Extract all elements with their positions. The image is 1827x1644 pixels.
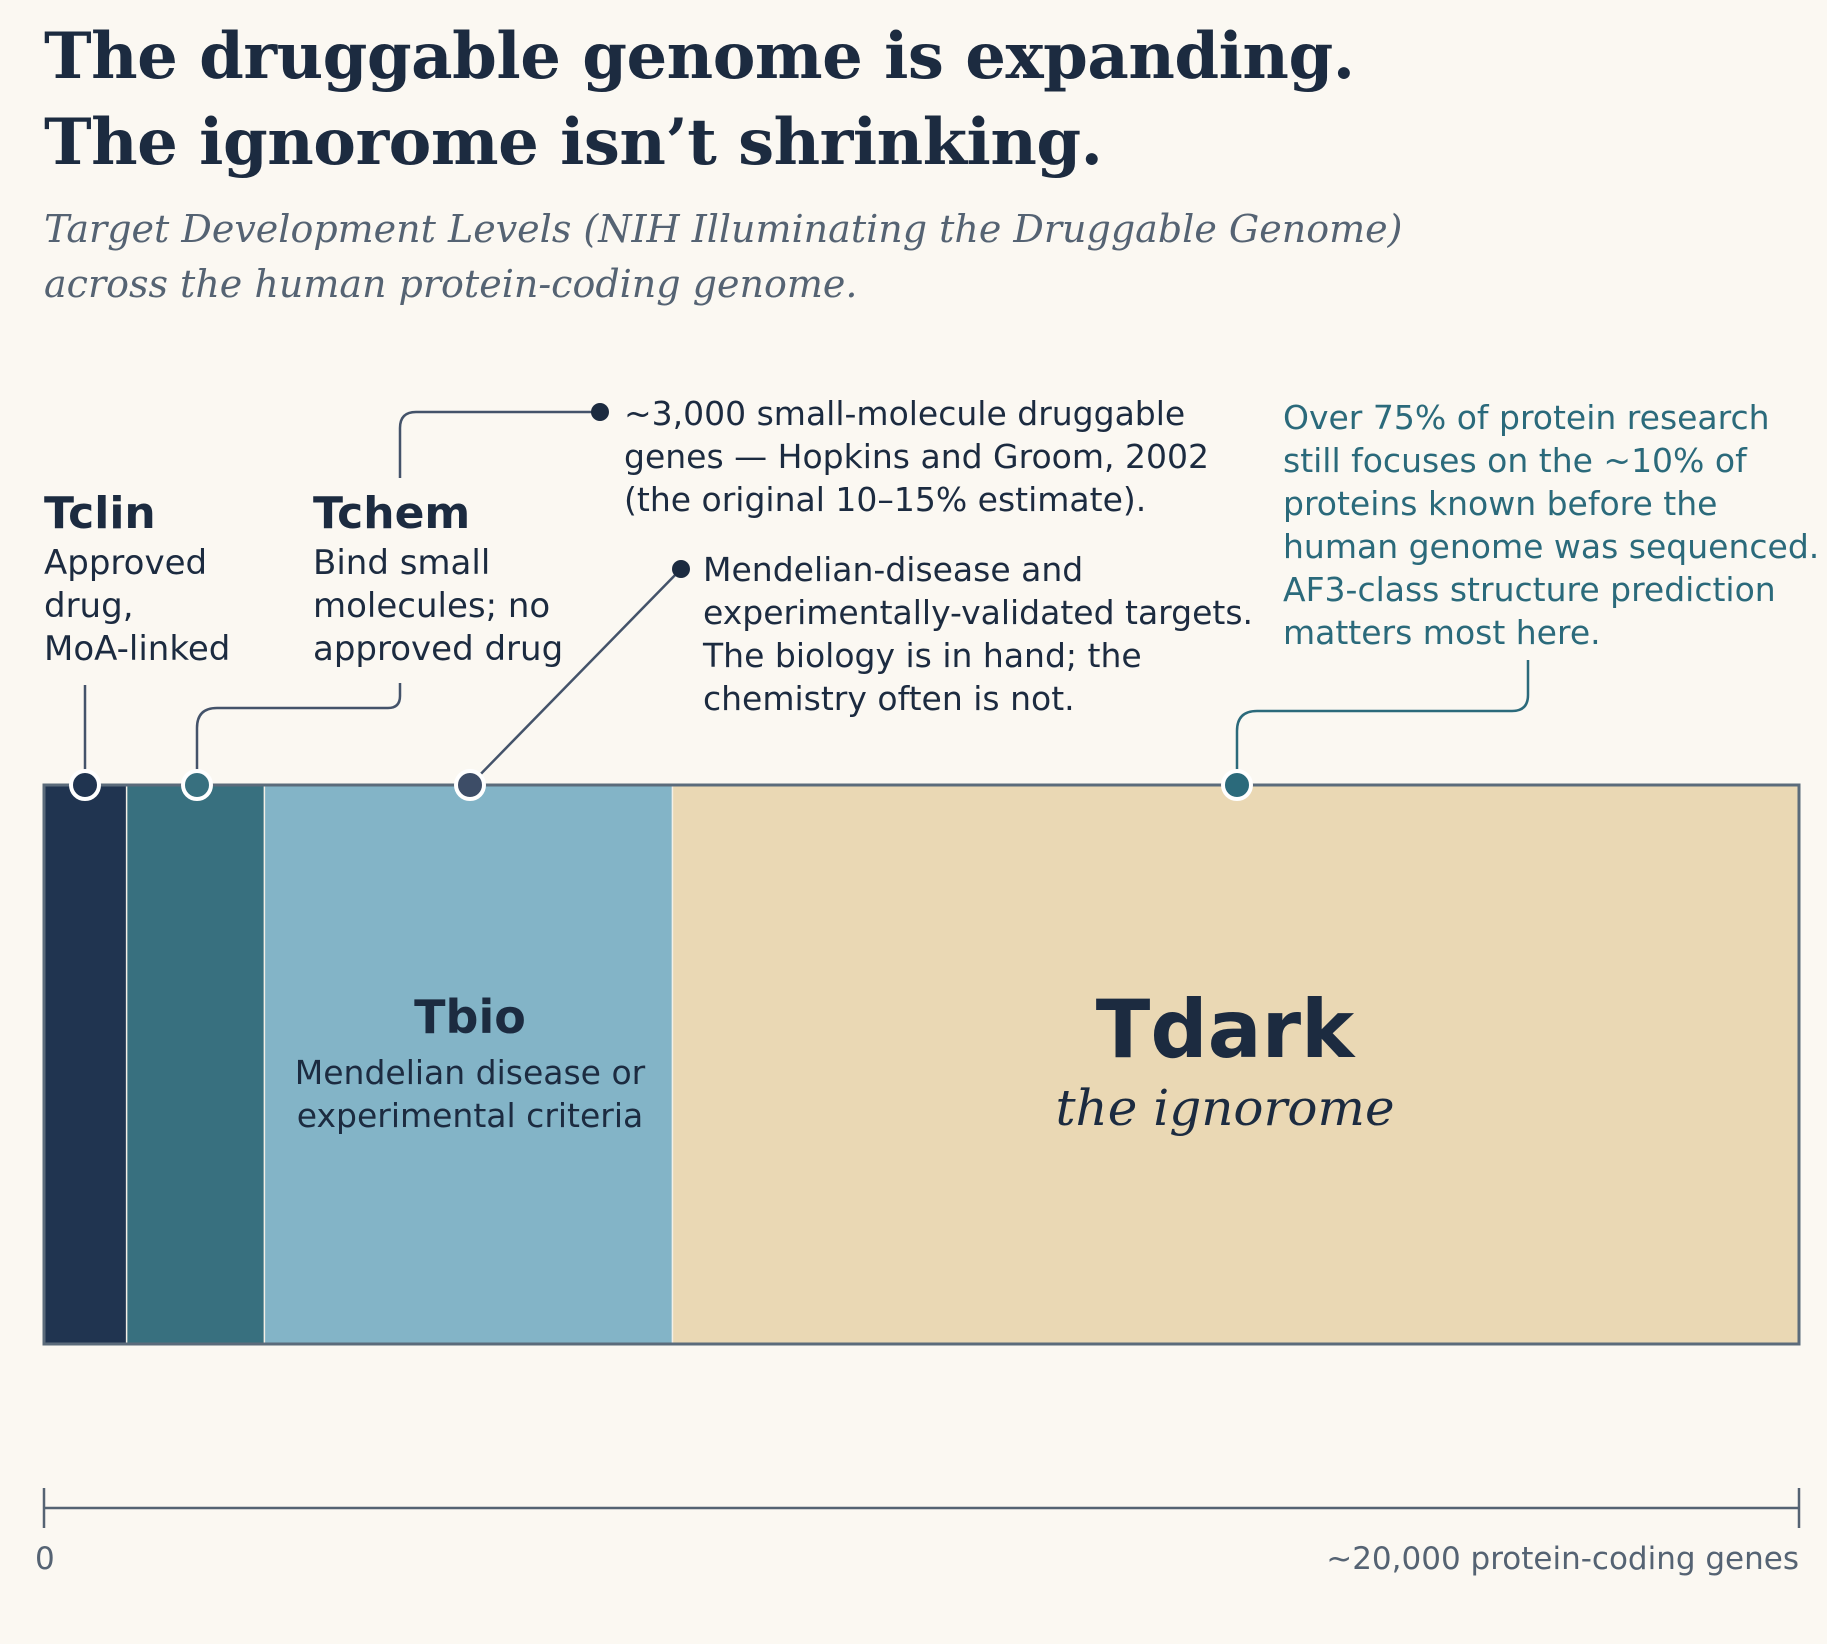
tdark-annotation-line: matters most here. <box>1283 613 1601 652</box>
chart-title: The druggable genome is expanding. The i… <box>44 14 1355 186</box>
marker-tbio <box>454 769 486 801</box>
marker-hopkins <box>591 403 609 421</box>
marker-tbio-annotation <box>672 560 690 578</box>
tchem-label: Tchem Bind small molecules; no approved … <box>313 486 563 671</box>
tbio-annotation-line: chemistry often is not. <box>703 679 1075 718</box>
hopkins-annotation-line: genes — Hopkins and Groom, 2002 <box>624 437 1209 476</box>
marker-dots <box>69 403 1253 801</box>
tclin-name: Tclin <box>44 488 156 539</box>
tdark-bar-label: Tdark the ignorome <box>1000 982 1450 1138</box>
tclin-description-line: drug, <box>44 586 134 626</box>
tdark-annotation-line: AF3-class structure prediction <box>1283 570 1776 609</box>
tclin-description-line: Approved <box>44 543 208 583</box>
tbio-description: Mendelian disease or experimental criter… <box>270 1051 670 1137</box>
hopkins-annotation-line: ~3,000 small-molecule druggable <box>624 394 1186 433</box>
bar-segments <box>44 785 1799 1344</box>
tdark-annotation-line: proteins known before the <box>1283 484 1718 523</box>
title-line-2: The ignorome isn’t shrinking. <box>44 105 1103 180</box>
chart-subtitle: Target Development Levels (NIH Illuminat… <box>44 202 1402 312</box>
tchem-description-line: Bind small <box>313 543 491 583</box>
tchem-name: Tchem <box>313 488 471 539</box>
leader-tdark <box>1235 660 1530 785</box>
tchem-description-line: approved drug <box>313 629 564 669</box>
leader-tbio <box>469 568 682 786</box>
leader-hopkins <box>398 410 600 478</box>
bar-segment-tbio <box>265 785 674 1344</box>
tclin-description-line: MoA-linked <box>44 629 231 669</box>
tbio-name: Tbio <box>414 990 526 1044</box>
title-line-1: The druggable genome is expanding. <box>44 19 1355 94</box>
marker-tclin <box>69 769 101 801</box>
hopkins-annotation-line: (the original 10–15% estimate). <box>624 480 1147 519</box>
marker-tchem <box>181 769 213 801</box>
tbio-annotation-line: experimentally-validated targets. <box>703 593 1254 632</box>
tclin-description: Approved drug, MoA-linked <box>44 542 230 671</box>
marker-tdark <box>1221 769 1253 801</box>
tbio-description-line: Mendelian disease or <box>294 1053 646 1092</box>
leader-tchem <box>195 683 402 785</box>
tdark-name: Tdark <box>1095 983 1355 1076</box>
tdark-subtitle: the ignorome <box>1055 1079 1395 1137</box>
bar-frame <box>42 783 1801 1346</box>
subtitle-line-2: across the human protein-coding genome. <box>44 262 858 306</box>
tbio-bar-label: Tbio Mendelian disease or experimental c… <box>270 987 670 1137</box>
tbio-annotation: Mendelian-disease and experimentally-val… <box>703 548 1253 720</box>
tdark-annotation-line: human genome was sequenced. <box>1283 527 1820 566</box>
tdark-annotation: Over 75% of protein research still focus… <box>1283 396 1819 654</box>
subtitle-line-1: Target Development Levels (NIH Illuminat… <box>44 207 1403 251</box>
leader-lines <box>83 410 1530 786</box>
bar-segment-tclin <box>44 785 128 1344</box>
tbio-annotation-line: Mendelian-disease and <box>703 550 1084 589</box>
hopkins-annotation: ~3,000 small-molecule druggable genes — … <box>624 392 1209 521</box>
tchem-description: Bind small molecules; no approved drug <box>313 542 563 671</box>
tbio-annotation-line: The biology is in hand; the <box>703 636 1142 675</box>
x-axis <box>42 1488 1801 1528</box>
tdark-annotation-line: still focuses on the ~10% of <box>1283 441 1747 480</box>
bar-segment-tdark <box>673 785 1799 1344</box>
tdark-annotation-line: Over 75% of protein research <box>1283 398 1770 437</box>
bar-segment-tchem <box>127 785 266 1344</box>
tbio-description-line: experimental criteria <box>296 1096 644 1135</box>
tchem-description-line: molecules; no <box>313 586 551 626</box>
axis-end-label: ~20,000 protein-coding genes <box>1326 1541 1799 1577</box>
axis-start-label: 0 <box>35 1541 55 1577</box>
tclin-label: Tclin Approved drug, MoA-linked <box>44 486 230 671</box>
